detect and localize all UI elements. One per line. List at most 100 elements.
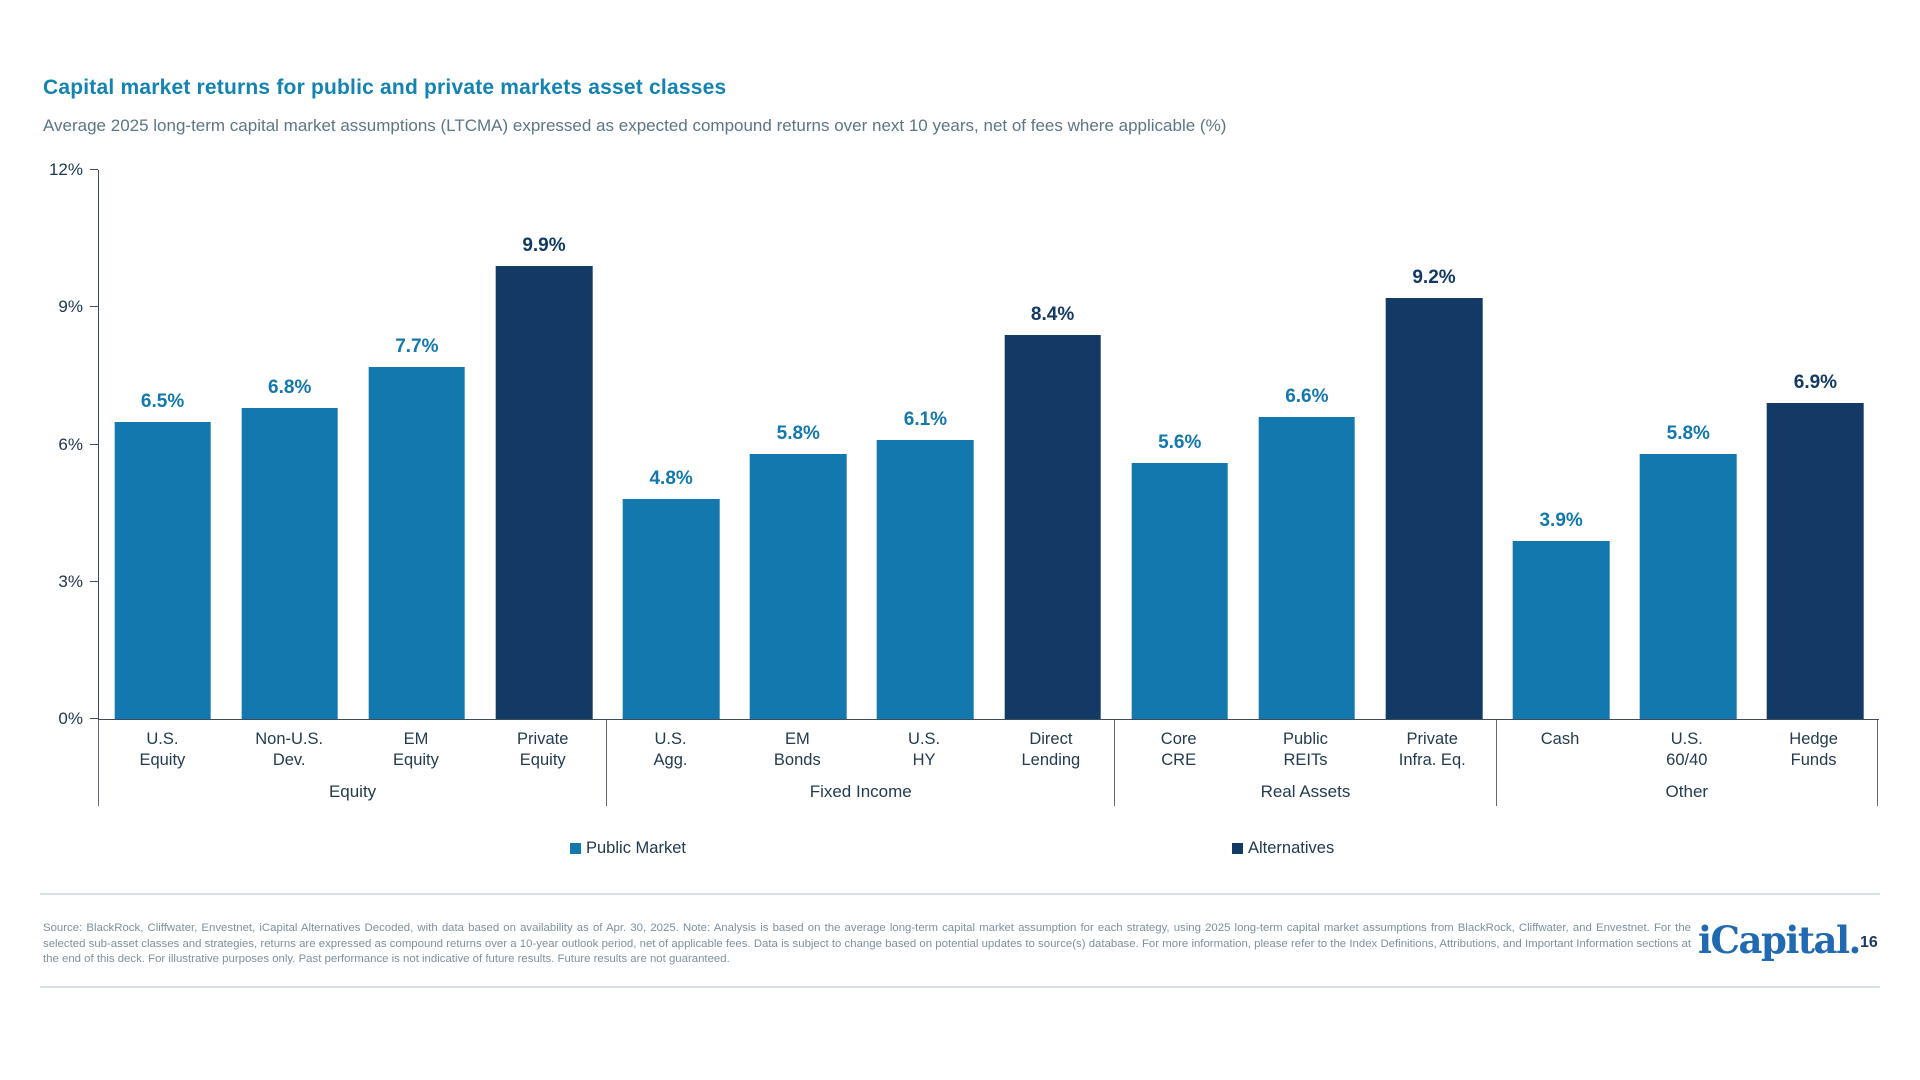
bar-u-s-hy	[877, 439, 974, 719]
legend-label: Alternatives	[1248, 839, 1335, 857]
bar-label-line: CRE	[1161, 751, 1197, 769]
y-axis-tick-mark	[90, 443, 98, 445]
bar-slot: 6.5%	[99, 170, 226, 719]
chart-group-other: 3.9% 5.8% 6.9%	[1498, 170, 1879, 719]
bar-slot: 5.6%	[1116, 170, 1243, 719]
bar-slot: 4.8%	[608, 170, 735, 719]
bar-label-line: Equity	[139, 751, 186, 769]
bar-label-line: Funds	[1790, 751, 1837, 769]
bar-label-line: Non-U.S.	[255, 730, 324, 748]
bar-label-line: EM	[403, 730, 429, 748]
bar-label: Non-U.S. Dev.	[226, 729, 353, 806]
group-label: Equity	[328, 782, 377, 801]
divider-line-bottom	[40, 986, 1880, 988]
bar-label: Public REITs	[1242, 729, 1369, 806]
bar-label-line: Cash	[1540, 730, 1580, 748]
bar-label-line: U.S.	[146, 730, 179, 748]
y-axis-tick-label: 3%	[58, 571, 83, 591]
bar-slot: 6.8%	[226, 170, 353, 719]
bar-value-label: 7.7%	[395, 335, 439, 357]
legend-item-public-market: Public Market	[570, 839, 686, 858]
bar-private-infra-eq-	[1385, 298, 1483, 719]
bar-value-label: 9.9%	[522, 235, 566, 257]
label-group-other: Cash U.S. 60/40 Hedge Funds Other	[1497, 720, 1878, 806]
bar-label-line: Core	[1160, 730, 1197, 748]
y-axis: 0% 3% 6% 9% 12%	[43, 160, 98, 728]
bar-slot: 3.9%	[1498, 170, 1625, 719]
bar-slot: 6.1%	[862, 170, 989, 719]
bar-value-label: 6.9%	[1793, 372, 1838, 394]
bar-slot: 8.4%	[989, 170, 1116, 719]
bar-label-line: Equity	[393, 751, 439, 769]
bar-label: EM Equity	[353, 729, 480, 806]
group-label: Other	[1665, 782, 1709, 801]
bar-value-label: 6.8%	[268, 376, 312, 398]
bar-label-line: Private	[1406, 730, 1458, 748]
bar-label-line: REITs	[1283, 751, 1328, 769]
y-axis-tick-mark	[90, 169, 98, 170]
bar-u-s-equity	[114, 421, 211, 719]
bar-label: Direct Lending	[987, 729, 1114, 806]
page-number: 16	[1860, 934, 1878, 951]
bar-slot: 5.8%	[735, 170, 862, 719]
bar-label: Cash	[1497, 729, 1624, 806]
label-group-equity: U.S. Equity Non-U.S. Dev. EM Equity Private Equ…	[98, 720, 608, 806]
bar-em-bonds	[749, 453, 847, 719]
bar-label-line: Agg.	[653, 751, 688, 769]
bar-label: U.S. HY	[861, 729, 988, 806]
icapital-logo: iCapital.	[1698, 918, 1861, 962]
bar-value-label: 9.2%	[1412, 267, 1456, 289]
source-note: Source: BlackRock, Cliffwater, Envestnet…	[43, 922, 1691, 966]
bar-direct-lending	[1004, 334, 1101, 719]
bar-value-label: 5.8%	[1666, 422, 1710, 444]
public-market-swatch-icon	[570, 843, 581, 854]
bar-label-line: HY	[912, 751, 936, 769]
bar-label-line: Infra. Eq.	[1398, 751, 1466, 769]
divider-line-top	[40, 893, 1880, 895]
bar-label: Core CRE	[1115, 729, 1242, 806]
bar-label: Hedge Funds	[1750, 729, 1877, 806]
bar-u-s-60-40	[1639, 453, 1737, 719]
chart-group-equity: 6.5% 6.8% 7.7% 9.9%	[99, 170, 608, 719]
bar-value-label: 5.8%	[776, 422, 820, 444]
bar-slot: 9.2%	[1370, 170, 1497, 719]
bar-slot: 5.8%	[1625, 170, 1752, 719]
legend-item-alternatives: Alternatives	[1232, 839, 1334, 858]
y-axis-tick-mark	[90, 580, 98, 582]
group-label: Real Assets	[1260, 782, 1351, 801]
legend-label: Public Market	[586, 839, 686, 857]
y-axis-tick-label: 12%	[48, 160, 83, 179]
bar-label: Private Equity	[479, 729, 606, 806]
bar-value-label: 8.4%	[1030, 303, 1075, 325]
bar-hedge-funds	[1767, 403, 1864, 719]
page-subtitle: Average 2025 long-term capital market as…	[43, 116, 1227, 135]
bar-value-label: 6.6%	[1285, 386, 1329, 408]
bar-label-line: U.S.	[908, 730, 941, 748]
bar-slot: 6.6%	[1243, 170, 1370, 719]
bar-slot: 9.9%	[480, 170, 607, 719]
bar-private-equity	[495, 266, 593, 719]
bar-value-label: 4.8%	[649, 468, 693, 490]
y-axis-tick-label: 0%	[58, 709, 83, 728]
bar-em-equity	[368, 366, 466, 719]
bar-label-line: EM	[784, 730, 810, 748]
bar-value-label: 6.5%	[140, 390, 185, 412]
bar-label-line: U.S.	[654, 730, 687, 748]
bar-label-line: Dev.	[272, 751, 306, 769]
bar-label-line: Private	[517, 730, 569, 748]
bar-label: EM Bonds	[734, 729, 861, 806]
group-label: Fixed Income	[809, 782, 912, 801]
bar-label-line: Hedge	[1789, 730, 1838, 748]
bar-cash	[1512, 540, 1610, 719]
y-axis-tick-label: 6%	[58, 434, 83, 454]
bar-label: Private Infra. Eq.	[1369, 729, 1496, 806]
bar-chart-plot-area: 6.5% 6.8% 7.7% 9.9% 4.8% 5.8% 6.1% 8.4% 5.6% 6.6%…	[98, 170, 1879, 720]
bar-label: U.S. Equity	[99, 729, 226, 806]
bar-label: U.S. 60/40	[1623, 729, 1750, 806]
x-axis-label-band: U.S. Equity Non-U.S. Dev. EM Equity Private Equ…	[98, 720, 1878, 806]
bar-value-label: 3.9%	[1539, 509, 1583, 531]
label-group-fixed-income: U.S. Agg. EM Bonds U.S. HY Direct Lending Fixed …	[607, 720, 1116, 806]
bar-label-line: Bonds	[773, 751, 821, 769]
bar-u-s-agg-	[622, 499, 720, 719]
